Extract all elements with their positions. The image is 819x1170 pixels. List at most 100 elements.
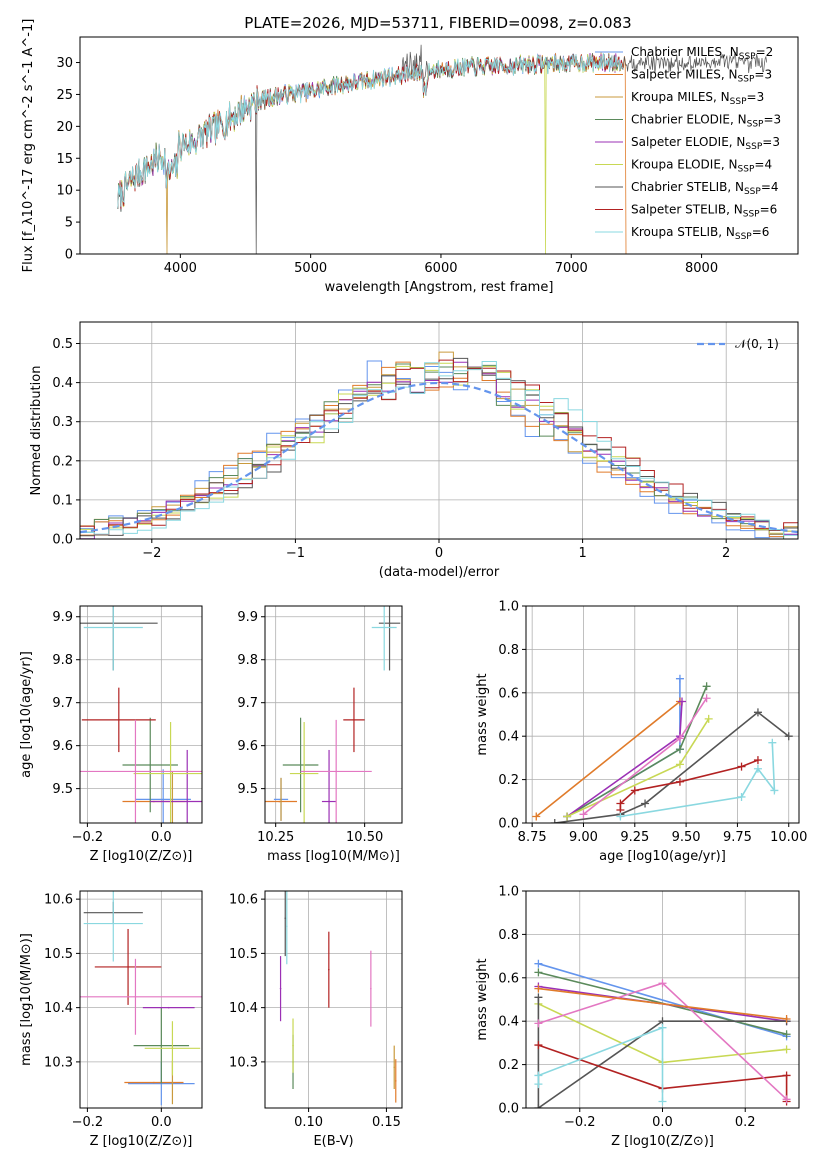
x-tick-label: 9.00 — [569, 830, 598, 845]
legend-entry: Kroupa STELIB, NSSP=6 — [631, 225, 769, 242]
weight-marker — [534, 1104, 543, 1108]
data-point — [167, 1006, 170, 1009]
y-tick-label: 1.0 — [498, 600, 519, 615]
y-tick-label: 0.0 — [498, 1102, 519, 1117]
weight-series-line — [566, 685, 708, 818]
weight-series-line — [537, 1026, 664, 1102]
weight-series-line — [538, 1044, 788, 1102]
legend-value: =3 — [763, 113, 781, 127]
x-tick-label: 0.15 — [372, 1115, 401, 1130]
panel-age-vs-z: −0.2 0.0 9.5 9.6 9.7 9.8 9.9 Z [log10(Z/Z⊙)] age… — [19, 605, 203, 864]
data-point — [134, 995, 137, 998]
legend-entry: 𝒩(0, 1) — [735, 337, 779, 351]
weight-marker — [675, 674, 684, 683]
data-point — [285, 925, 288, 928]
data-point — [118, 719, 120, 721]
y-tick-label: 0.8 — [498, 643, 519, 658]
weight-marker — [675, 734, 684, 743]
y-tick-label: 9.9 — [52, 610, 73, 625]
x-tick-label: 9.75 — [723, 830, 752, 845]
legend-entry: Salpeter STELIB, NSSP=6 — [631, 203, 777, 220]
weight-marker — [782, 1045, 791, 1054]
weight-marker — [753, 764, 762, 773]
plot-area — [279, 891, 397, 1103]
y-axis-label: age [log10(age/yr)] — [19, 651, 34, 778]
data-point — [280, 798, 282, 801]
legend-entry: Salpeter ELODIE, NSSP=3 — [631, 135, 780, 152]
x-tick-label: 0.2 — [735, 1115, 756, 1130]
spectrum-series-line — [117, 52, 624, 212]
data-point — [149, 764, 152, 766]
weight-marker — [784, 732, 793, 741]
weight-marker — [534, 1071, 543, 1080]
y-tick-label: 0.4 — [52, 376, 73, 391]
axes-frame — [264, 890, 403, 1109]
y-tick-label: 0 — [65, 248, 73, 263]
data-point — [112, 626, 115, 629]
y-tick-label: 0.1 — [52, 493, 73, 508]
weight-marker — [658, 979, 667, 988]
data-point — [299, 764, 302, 766]
weight-marker — [702, 682, 711, 691]
data-point — [335, 770, 337, 773]
data-point — [169, 772, 172, 775]
y-tick-label: 9.5 — [237, 782, 258, 797]
legend-subscript: SSP — [735, 232, 752, 242]
x-tick-label: 10.25 — [257, 830, 294, 845]
weight-marker — [534, 1019, 543, 1028]
panel-weight-vs-age: 8.75 9.00 9.25 9.50 9.75 10.00 0.0 0.2 0.4 0.6 0.8… — [475, 600, 807, 865]
x-tick-label: −0.2 — [564, 1115, 596, 1130]
legend-value: =3 — [747, 90, 765, 104]
y-tick-label: 9.7 — [52, 696, 73, 711]
legend-value: =4 — [761, 180, 779, 194]
y-tick-label: 10.5 — [44, 947, 73, 962]
panel-mass-vs-ebv: 0.10 0.15 10.3 10.4 10.5 10.6 E(B-V) — [229, 890, 403, 1149]
y-tick-label: 9.9 — [237, 610, 258, 625]
grid-lines — [80, 606, 202, 823]
weight-marker — [675, 777, 684, 786]
data-point — [186, 800, 189, 803]
y-tick-label: 0.8 — [498, 928, 519, 943]
weight-marker — [534, 1080, 543, 1089]
x-axis-label: E(B-V) — [313, 1134, 353, 1149]
weight-marker — [658, 1023, 667, 1032]
x-axis-label: Z [log10(Z/Z⊙)] — [90, 849, 193, 864]
legend-value: =6 — [760, 203, 778, 217]
data-point — [153, 1081, 155, 1084]
data-point — [383, 626, 386, 629]
spectrum-series-line — [117, 53, 624, 209]
y-tick-label: 0.6 — [498, 686, 519, 701]
figure-title: PLATE=2026, MJD=53711, FIBERID=0098, z=0… — [244, 14, 631, 32]
x-tick-label: 4000 — [164, 261, 197, 276]
legend-value: =3 — [754, 68, 772, 82]
x-tick-label: 10.00 — [770, 830, 807, 845]
data-point — [328, 968, 330, 971]
weight-series-line — [538, 987, 787, 1020]
data-point — [328, 800, 330, 803]
weight-marker — [737, 762, 746, 771]
data-point — [370, 987, 372, 990]
y-tick-label: 10.4 — [44, 1001, 73, 1016]
panel-age-vs-mass: 10.25 10.50 9.5 9.6 9.7 9.8 9.9 mass [log10(M/M… — [237, 605, 403, 864]
weight-marker — [658, 1097, 667, 1106]
legend: Chabrier MILES, NSSP=2 Salpeter MILES, NS… — [595, 45, 781, 242]
legend-subscript: SSP — [739, 52, 756, 62]
y-tick-label: 10.5 — [229, 947, 258, 962]
data-point — [303, 772, 305, 775]
x-tick-label: 9.50 — [672, 830, 701, 845]
data-point — [388, 622, 391, 624]
y-tick-label: 9.8 — [52, 653, 73, 668]
data-point — [292, 1044, 294, 1047]
y-tick-label: 10.3 — [44, 1055, 73, 1070]
x-tick-label: 0.10 — [294, 1115, 323, 1130]
weight-marker — [534, 993, 543, 1002]
legend-entry: Chabrier ELODIE, NSSP=3 — [631, 113, 781, 130]
x-tick-label: 9.25 — [620, 830, 649, 845]
y-tick-label: 0.5 — [52, 337, 73, 352]
x-tick-label: −2 — [142, 546, 161, 561]
y-tick-label: 9.6 — [237, 739, 258, 754]
data-point — [171, 1047, 174, 1050]
weight-marker — [532, 812, 541, 821]
plot-area — [534, 959, 791, 1108]
legend-subscript: SSP — [745, 142, 762, 152]
